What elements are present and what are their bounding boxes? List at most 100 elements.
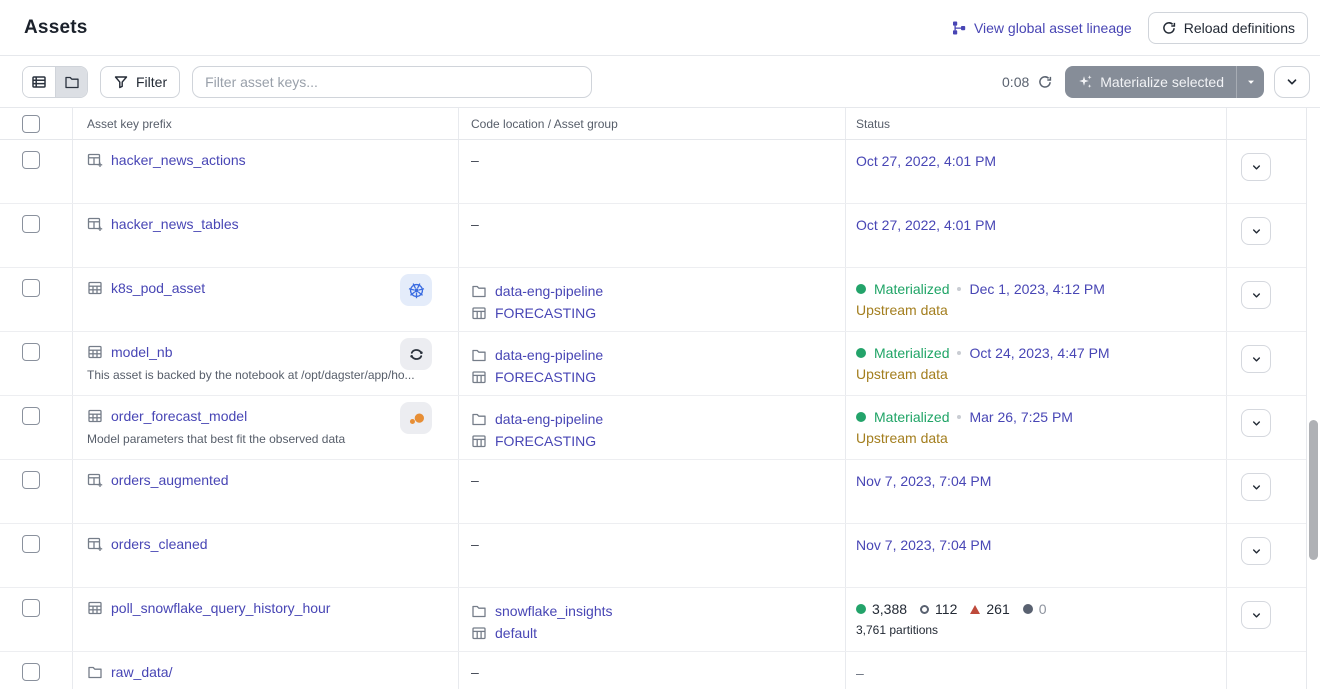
row-checkbox[interactable] [22,407,40,425]
row-checkbox[interactable] [22,471,40,489]
table-row: raw_data/ – – [0,652,1306,689]
row-expand-button[interactable] [1241,345,1271,373]
materialized-dot-icon [856,604,866,614]
view-global-asset-lineage-link[interactable]: View global asset lineage [951,20,1132,36]
compute-kind-badge [400,274,432,306]
materialization-timestamp-link[interactable]: Oct 27, 2022, 4:01 PM [856,153,997,169]
asset-group-icon [471,305,487,321]
row-expand-button[interactable] [1241,473,1271,501]
row-checkbox[interactable] [22,343,40,361]
folder-icon [471,603,487,619]
asset-key-link[interactable]: raw_data/ [111,664,173,680]
separator-dot [957,351,962,355]
asset-plus-icon [87,216,103,232]
chevron-down-icon [1250,417,1263,430]
materialization-timestamp-link[interactable]: Nov 7, 2023, 7:04 PM [856,537,992,553]
asset-key-link[interactable]: hacker_news_tables [111,216,239,232]
table-row: orders_cleaned – Nov 7, 2023, 7:04 PM [0,524,1306,588]
list-view-icon [31,74,47,90]
refresh-now-button[interactable] [1037,74,1053,90]
asset-group-link[interactable]: FORECASTING [495,369,597,385]
location-dash: – [471,664,479,680]
page-header: Assets View global asset lineage Reload … [0,0,1320,56]
table-asset-icon [87,408,103,424]
compute-kind-badge [400,402,432,434]
asset-key-link[interactable]: hacker_news_actions [111,152,246,168]
asset-group-icon [471,369,487,385]
assets-toolbar: Filter 0:08 Materialize selected [0,56,1320,108]
folder-view-button[interactable] [55,66,87,97]
upstream-data-label: Upstream data [856,366,948,382]
list-view-button[interactable] [23,66,55,97]
reload-definitions-button[interactable]: Reload definitions [1147,11,1308,44]
row-checkbox[interactable] [22,599,40,617]
materialize-selected-button[interactable]: Materialize selected [1065,66,1236,98]
refresh-icon [1037,74,1053,90]
toolbar-right: 0:08 Materialize selected [1002,65,1310,98]
table-row: order_forecast_model Model parameters th… [0,396,1306,460]
materialize-options-caret-button[interactable] [1236,65,1264,98]
jupyter-icon [407,409,426,428]
refresh-icon [1161,20,1177,36]
materialization-timestamp-link[interactable]: Nov 7, 2023, 7:04 PM [856,473,992,489]
folder-icon [471,347,487,363]
table-asset-icon [87,280,103,296]
separator-dot [957,287,962,291]
row-expand-button[interactable] [1241,601,1271,629]
scrollbar-thumb[interactable] [1309,420,1318,560]
row-expand-button[interactable] [1241,281,1271,309]
table-row: orders_augmented – Nov 7, 2023, 7:04 PM [0,460,1306,524]
row-expand-button[interactable] [1241,409,1271,437]
asset-key-link[interactable]: orders_augmented [111,472,229,488]
asset-group-link[interactable]: FORECASTING [495,305,597,321]
row-checkbox[interactable] [22,279,40,297]
kubernetes-icon [407,281,426,300]
failed-triangle-icon [970,604,981,614]
materialization-timestamp-link[interactable]: Dec 1, 2023, 4:12 PM [969,281,1105,297]
code-location-link[interactable]: snowflake_insights [495,603,613,619]
materialization-timestamp-link[interactable]: Oct 27, 2022, 4:01 PM [856,217,997,233]
partitions-total-label: 3,761 partitions [856,623,939,637]
table-row: model_nb This asset is backed by the not… [0,332,1306,396]
row-checkbox[interactable] [22,151,40,169]
row-checkbox[interactable] [22,663,40,681]
table-asset-icon [87,600,103,616]
asset-key-link[interactable]: poll_snowflake_query_history_hour [111,600,331,616]
asset-key-link[interactable]: k8s_pod_asset [111,280,206,296]
status-dash: – [856,665,864,681]
materialization-timestamp-link[interactable]: Mar 26, 7:25 PM [969,409,1073,425]
row-expand-button[interactable] [1241,537,1271,565]
materialized-status-dot [856,348,866,358]
upstream-data-label: Upstream data [856,430,948,446]
row-expand-button[interactable] [1241,153,1271,181]
column-header-location: Code location / Asset group [458,108,845,139]
code-location-link[interactable]: data-eng-pipeline [495,411,604,427]
lineage-graph-icon [951,20,967,36]
row-checkbox[interactable] [22,215,40,233]
materialization-timestamp-link[interactable]: Oct 24, 2023, 4:47 PM [969,345,1110,361]
asset-group-link[interactable]: default [495,625,538,641]
folder-icon [471,411,487,427]
location-dash: – [471,216,479,232]
asset-key-link[interactable]: order_forecast_model [111,408,248,424]
location-dash: – [471,536,479,552]
filter-button[interactable]: Filter [100,65,181,98]
select-all-checkbox[interactable] [22,115,40,133]
refresh-countdown: 0:08 [1002,73,1030,90]
vertical-scrollbar [1306,108,1320,689]
row-checkbox[interactable] [22,535,40,553]
asset-key-filter-input[interactable] [192,65,593,98]
code-location-link[interactable]: data-eng-pipeline [495,347,604,363]
folder-view-icon [64,74,80,90]
more-actions-button[interactable] [1274,65,1310,98]
row-expand-button[interactable] [1241,217,1271,245]
caret-down-icon [1244,75,1258,89]
asset-group-link[interactable]: FORECASTING [495,433,597,449]
code-location-link[interactable]: data-eng-pipeline [495,283,604,299]
asset-key-link[interactable]: orders_cleaned [111,536,208,552]
materialized-label: Materialized [874,345,950,361]
asset-key-link[interactable]: model_nb [111,344,173,360]
chevron-down-icon [1250,353,1263,366]
asset-plus-icon [87,536,103,552]
chevron-down-icon [1250,161,1263,174]
